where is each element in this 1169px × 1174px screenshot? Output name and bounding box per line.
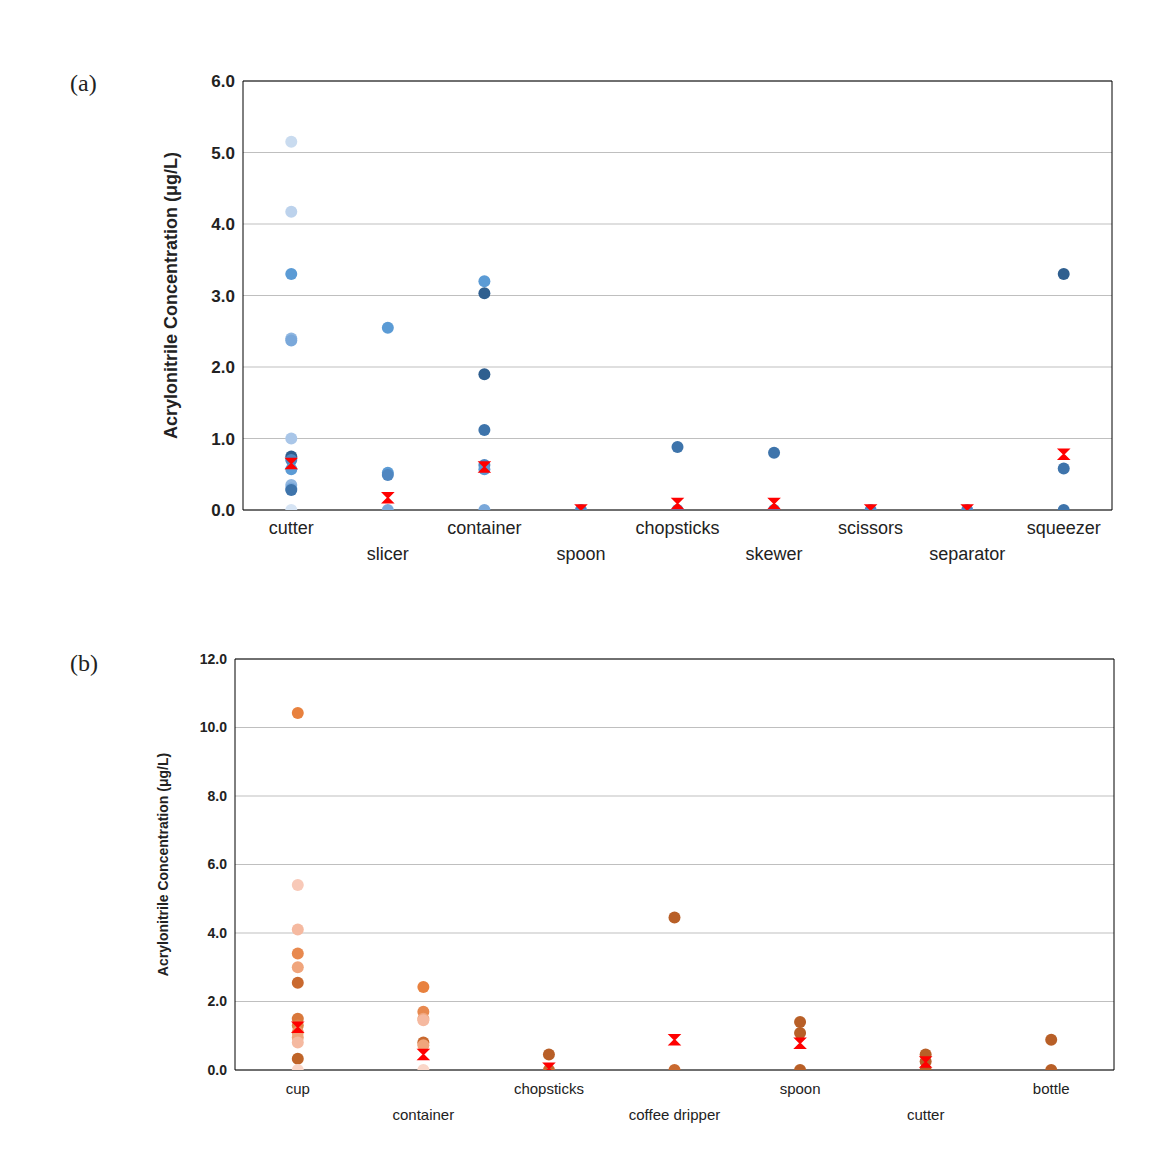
svg-text:0.0: 0.0 <box>211 501 235 520</box>
svg-text:container: container <box>392 1106 454 1123</box>
svg-text:2.0: 2.0 <box>211 358 235 377</box>
svg-text:3.0: 3.0 <box>211 287 235 306</box>
svg-text:spoon: spoon <box>556 544 605 564</box>
svg-text:spoon: spoon <box>780 1080 821 1097</box>
svg-text:cutter: cutter <box>907 1106 945 1123</box>
svg-text:slicer: slicer <box>367 544 409 564</box>
svg-text:12.0: 12.0 <box>200 651 227 667</box>
svg-text:chopsticks: chopsticks <box>635 518 719 538</box>
svg-text:2.0: 2.0 <box>208 993 228 1009</box>
svg-text:separator: separator <box>929 544 1005 564</box>
svg-text:6.0: 6.0 <box>211 72 235 91</box>
svg-text:6.0: 6.0 <box>208 856 228 872</box>
svg-text:0.0: 0.0 <box>208 1062 228 1078</box>
svg-text:bottle: bottle <box>1033 1080 1070 1097</box>
svg-text:8.0: 8.0 <box>208 788 228 804</box>
svg-text:coffee dripper: coffee dripper <box>629 1106 720 1123</box>
svg-text:5.0: 5.0 <box>211 144 235 163</box>
svg-text:skewer: skewer <box>746 544 803 564</box>
svg-text:squeezer: squeezer <box>1027 518 1101 538</box>
svg-text:cutter: cutter <box>269 518 314 538</box>
svg-text:container: container <box>447 518 521 538</box>
svg-text:4.0: 4.0 <box>208 925 228 941</box>
svg-text:chopsticks: chopsticks <box>514 1080 584 1097</box>
html-text:(b): (b) <box>70 650 98 676</box>
svg-text:10.0: 10.0 <box>200 719 227 735</box>
html-text:(a): (a) <box>70 70 97 96</box>
svg-text:4.0: 4.0 <box>211 215 235 234</box>
svg-text:scissors: scissors <box>838 518 903 538</box>
svg-text:cup: cup <box>286 1080 310 1097</box>
svg-text:Acrylonitrile Concentration (μ: Acrylonitrile Concentration (μg/L) <box>155 753 171 976</box>
svg-text:1.0: 1.0 <box>211 430 235 449</box>
svg-text:Acrylonitrile Concentration (μ: Acrylonitrile Concentration (μg/L) <box>161 152 181 439</box>
